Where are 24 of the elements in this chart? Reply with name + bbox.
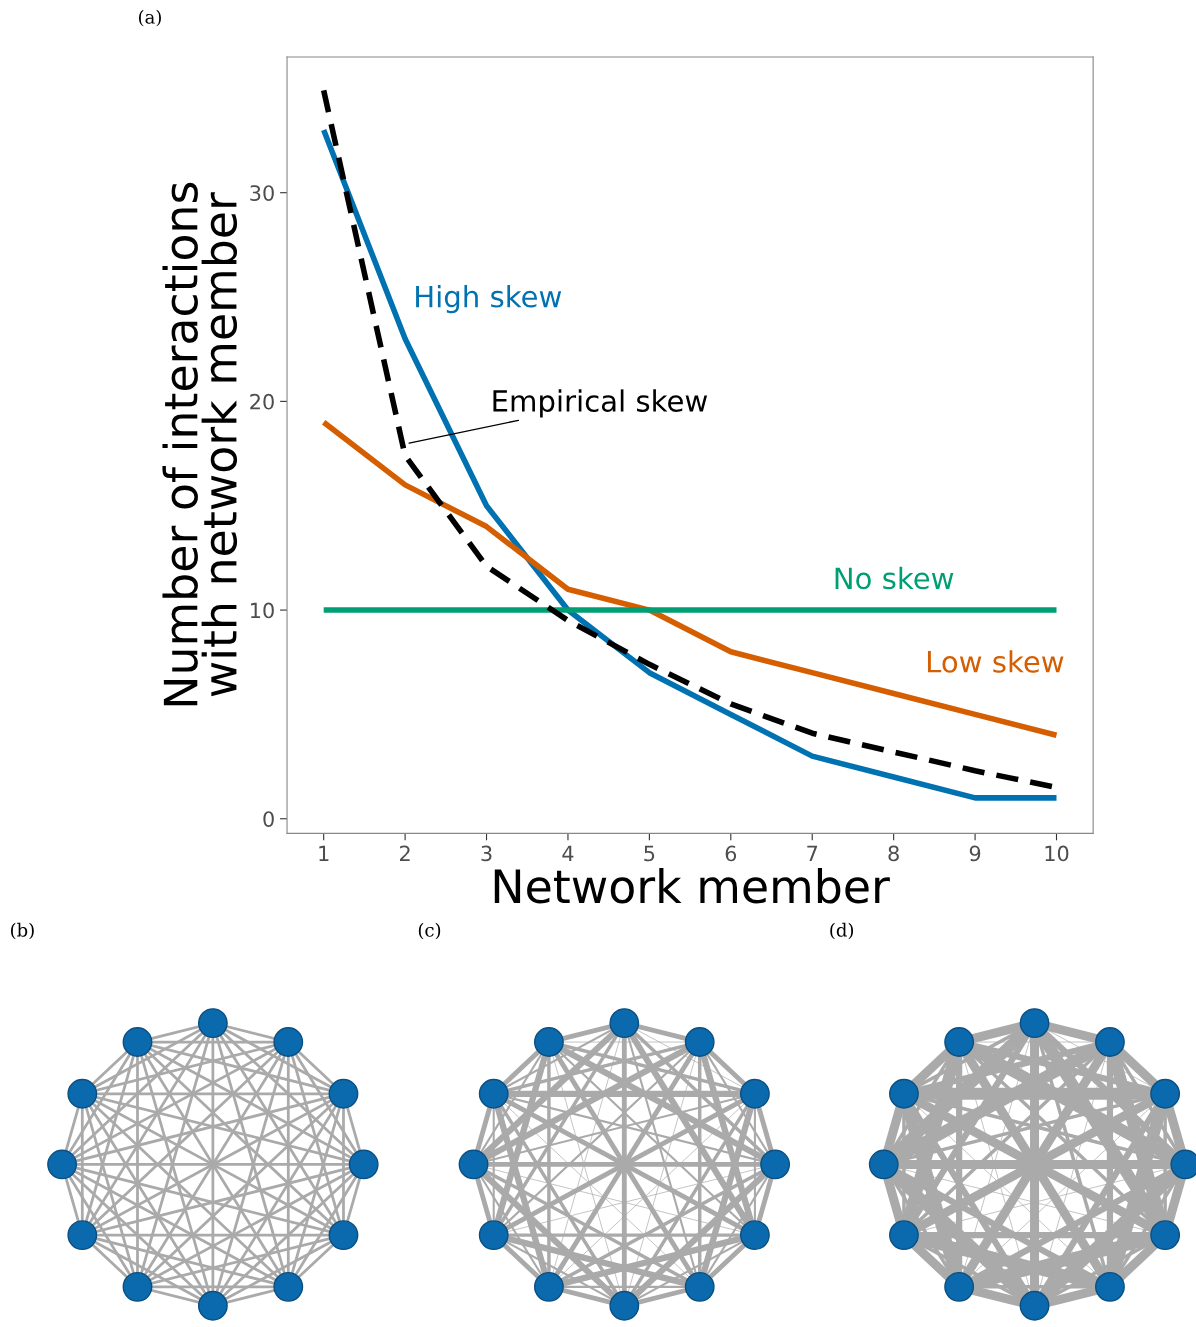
- text: (c): [418, 922, 441, 940]
- text: (d): [830, 922, 854, 940]
- y-tick-label: 10: [251, 602, 274, 619]
- x-tick-label: 4: [562, 845, 574, 861]
- text: Empirical skew: [493, 389, 708, 418]
- x-tick-label: 3: [481, 845, 492, 862]
- x-tick-label: 10: [1045, 845, 1069, 862]
- y-tick-label: 0: [263, 811, 274, 827]
- x-axis-title: Network member: [494, 868, 890, 904]
- y-axis-title: Number of interactions with network member: [162, 182, 238, 706]
- y-tick-label: 20: [250, 393, 274, 410]
- x-tick-label: 6: [725, 845, 737, 862]
- y-tick-label: 30: [250, 185, 274, 201]
- x-tick-label: 9: [969, 845, 981, 862]
- x-tick-label: 7: [807, 845, 818, 861]
- text: (a): [138, 9, 161, 27]
- series-label: No skew: [835, 566, 954, 590]
- series-label: Low skew: [927, 650, 1064, 673]
- x-tick-label: 2: [400, 845, 410, 861]
- text: (b): [11, 922, 34, 940]
- x-tick-label: 5: [644, 845, 655, 862]
- series-label: High skew: [416, 285, 562, 314]
- x-tick-label: 1: [319, 845, 329, 861]
- x-tick-label: 8: [888, 845, 899, 862]
